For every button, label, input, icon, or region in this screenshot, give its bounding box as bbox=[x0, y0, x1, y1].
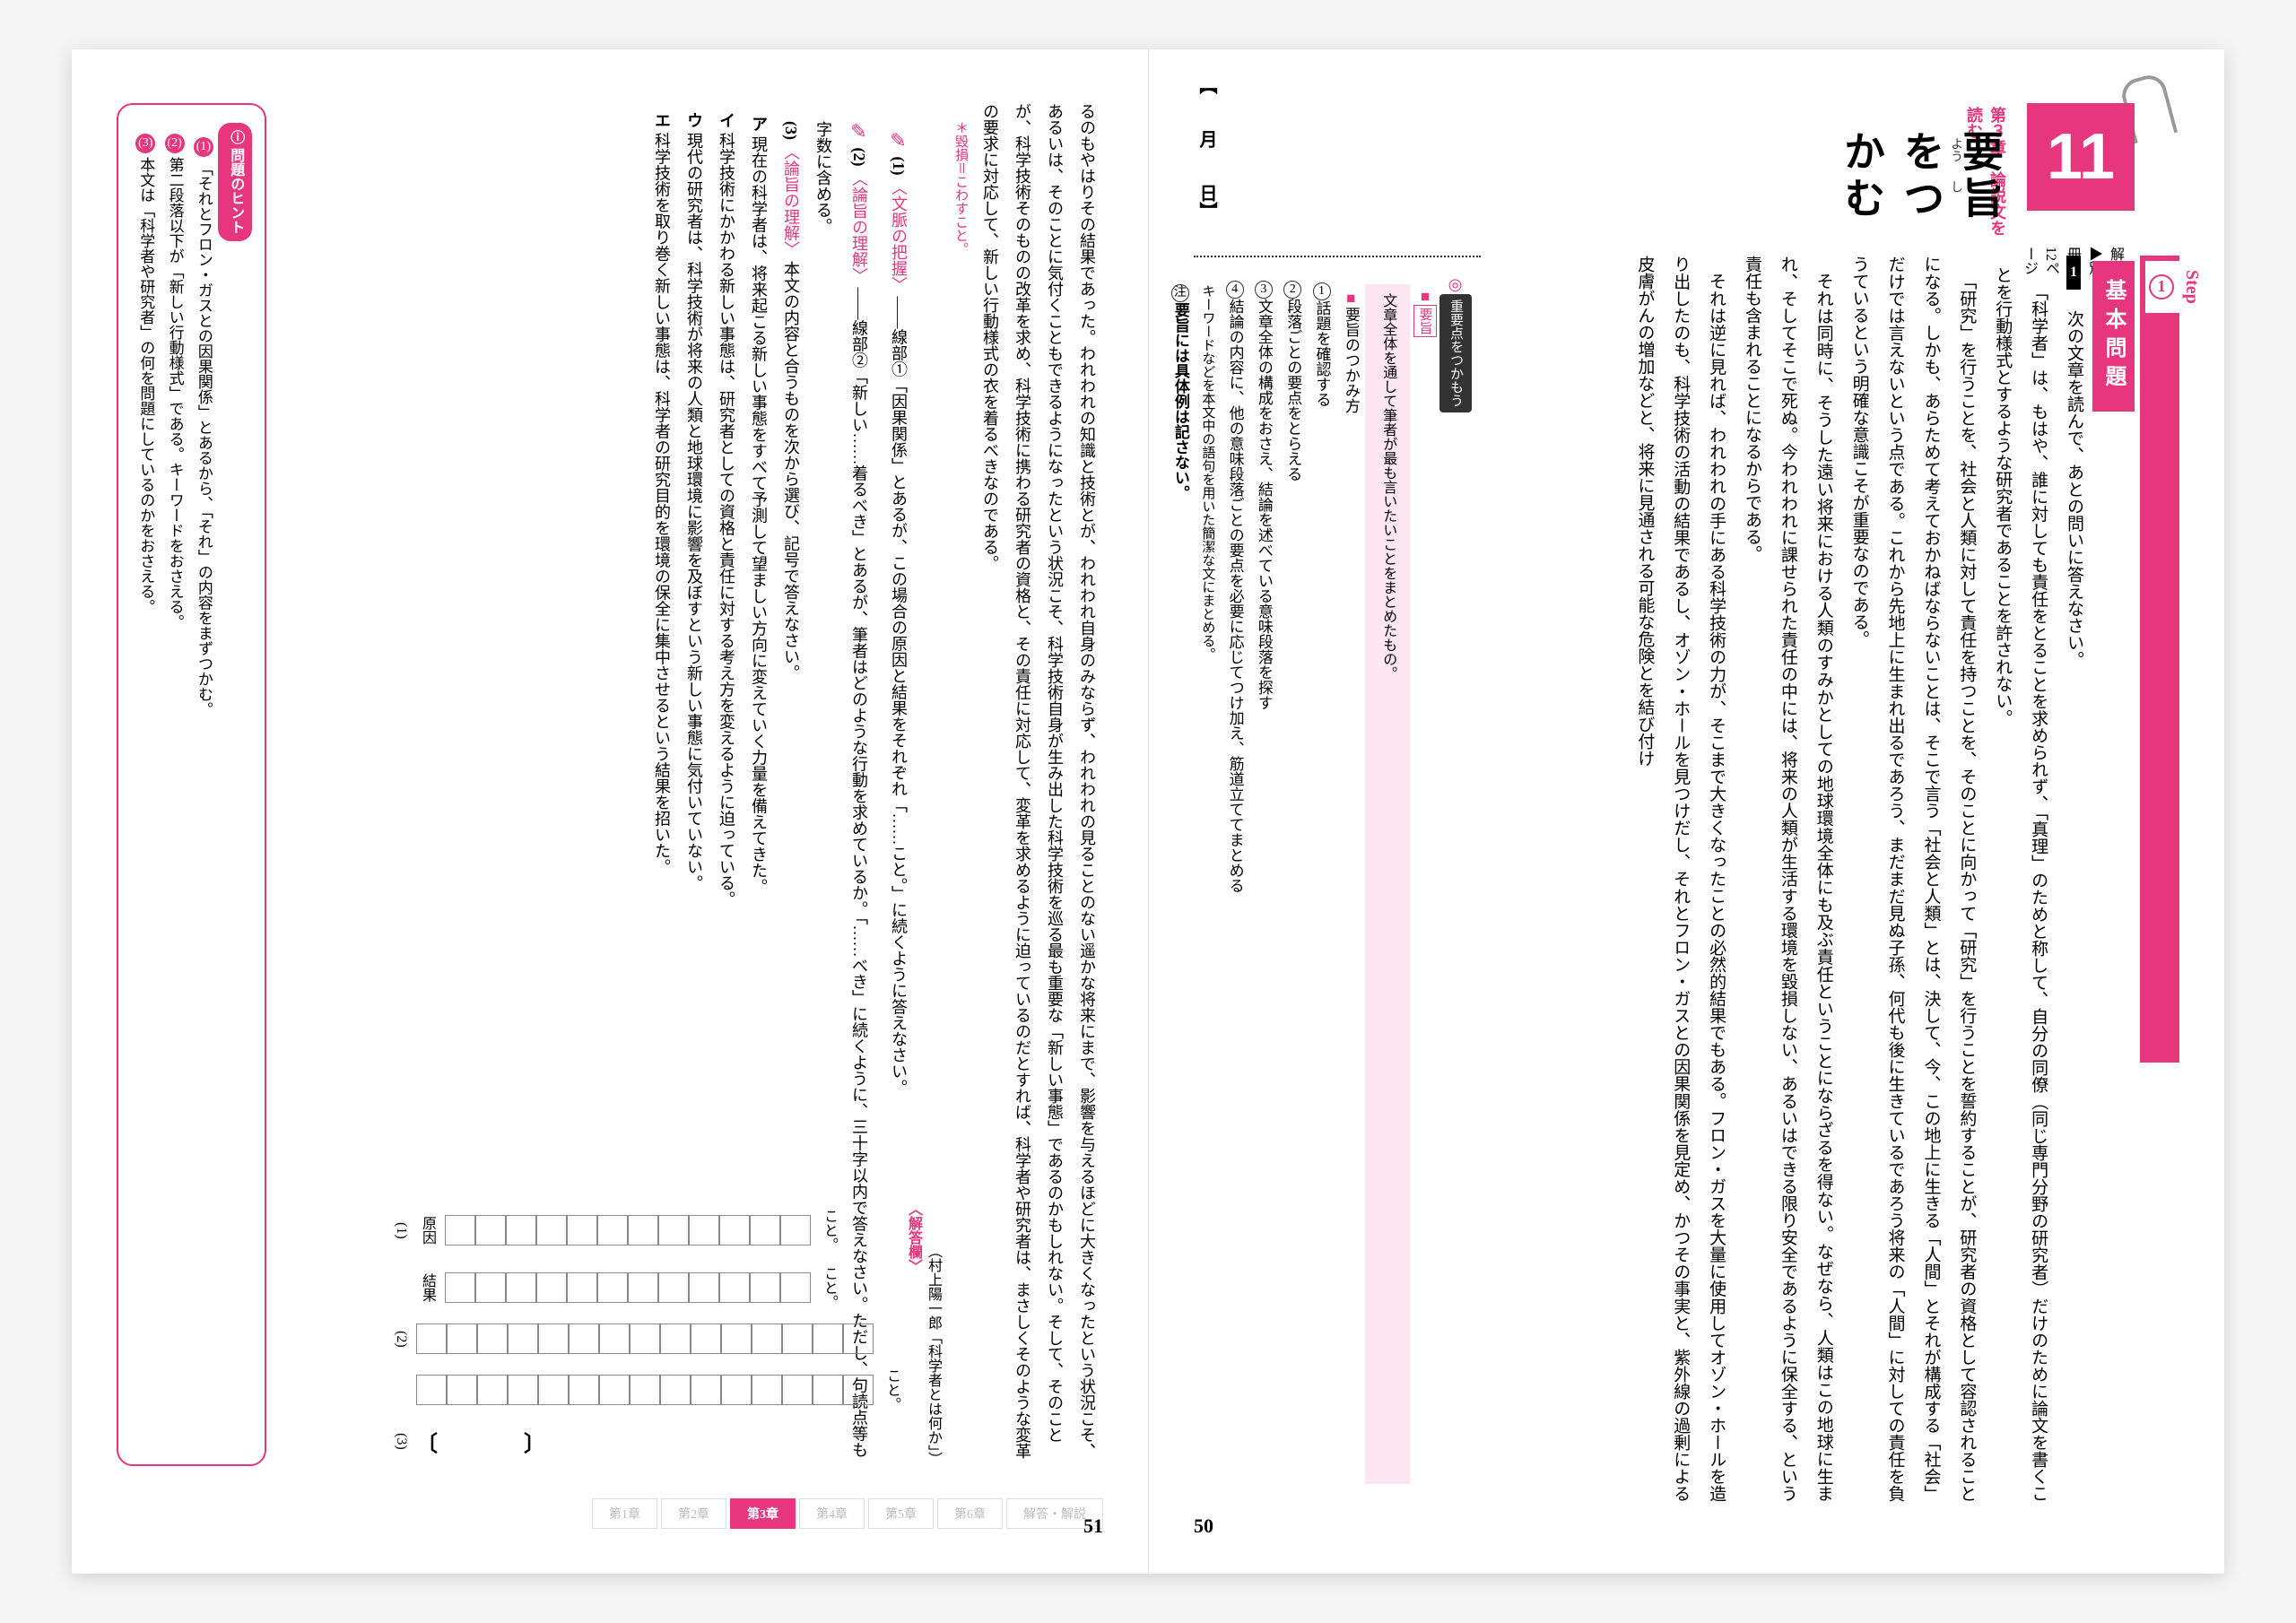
choice-b-label: イ bbox=[718, 112, 735, 128]
q2-head: 〈論旨の理解〉 bbox=[850, 170, 868, 283]
step-1-icon: 1 bbox=[1313, 282, 1331, 300]
sidebar-key-points: ◎重要点をつかもう ■要旨 文章全体を通して筆者が最も言いたいことをまとめたもの… bbox=[1194, 256, 1481, 1502]
info-icon: ⓘ bbox=[228, 130, 243, 148]
step-num: 1 bbox=[2149, 274, 2174, 299]
hint-2: 第二段落以下が「新しい行動様式」である。キーワードをおさえる。 bbox=[167, 157, 184, 629]
q1-label: (1) bbox=[890, 157, 908, 176]
grid-row-2b: こと。 bbox=[387, 1368, 902, 1411]
answer-label: 〈解答欄〉 bbox=[902, 1202, 924, 1457]
cell-grid[interactable] bbox=[416, 1375, 874, 1405]
tab-ch1[interactable]: 第1章 bbox=[592, 1498, 657, 1529]
answer-grid: (1) 原因 こと。 結果 こと。 (2) bbox=[387, 1209, 902, 1457]
chapter-tabs: 第1章 第2章 第3章 第4章 第5章 第6章 解答・解説 bbox=[592, 1498, 1103, 1529]
q3-text: 本文の内容と合うものを次から選び、記号で答えなさい。 bbox=[782, 261, 800, 681]
passage-p3: それは同時に、そうした遠い将来における人類のすみかとしての地球環境全体にも及ぶ責… bbox=[1734, 256, 1841, 1502]
caution: 要旨には具体例は記さない。 bbox=[1172, 302, 1189, 500]
suffix: こと。 bbox=[818, 1209, 839, 1252]
passage-qnum: 1 bbox=[2066, 256, 2081, 290]
choice-c-label: ウ bbox=[685, 112, 703, 128]
page-number-51: 51 bbox=[1083, 1515, 1103, 1538]
choice-a-text: 現在の科学者は、将来起こる新しい事態をすべて予測して望ましい方向に変えていく力量… bbox=[750, 136, 768, 895]
choice-d-label: エ bbox=[653, 112, 671, 128]
choice-b-text: 科学技術にかかわる新しい事態は、研究者としての資格と責任に対する考え方を変えるよ… bbox=[718, 133, 735, 907]
q2-label: (2) bbox=[850, 148, 868, 167]
unit-number: 11 bbox=[2027, 103, 2135, 211]
passage-p2: 「研究」を行うことを、社会と人類に対して責任を持つことを、そのことに向かって「研… bbox=[1841, 256, 1985, 1502]
suffix: こと。 bbox=[881, 1368, 902, 1411]
hint-box: ⓘ 問題のヒント (1) 「それとフロン・ガスとの因果関係」とあるから、「それ」の… bbox=[117, 103, 266, 1466]
page-number-50: 50 bbox=[1194, 1515, 1213, 1538]
passage-instruction: 次の文章を読んで、あとの問いに答えなさい。 bbox=[2065, 310, 2083, 668]
pencil-icon: ✎ bbox=[888, 130, 910, 152]
tab-ch5[interactable]: 第5章 bbox=[868, 1498, 934, 1529]
yoshi-label: 要旨 bbox=[1413, 305, 1437, 337]
step-3-icon: 3 bbox=[1255, 281, 1273, 299]
tab-ch4[interactable]: 第4章 bbox=[799, 1498, 865, 1529]
choice-c-text: 現代の研究者は、科学技術が将来の人類と地球環境に影響を及ぼすという新しい事態に気… bbox=[685, 133, 703, 891]
tsukamikata: 要旨のつかみ方 bbox=[1343, 307, 1360, 413]
bracket-close: 〕 bbox=[524, 1426, 545, 1457]
step-3: 文章全体の構成をおさえ、結論を述べている意味段落を探す bbox=[1256, 299, 1273, 710]
annotation: ＊毀損＝こわすこと。 bbox=[947, 121, 974, 1466]
unit-header: 11 第３章 論説文を読む よう し 要旨をつかむ 解答▶別冊 12ページ bbox=[1490, 85, 2179, 247]
q1-text: ――線部①「因果関係」とあるが、この場合の原因と結果をそれぞれ「……こと。」に続… bbox=[890, 297, 908, 1096]
sidebar-hints: ⓘ 問題のヒント (1) 「それとフロン・ガスとの因果関係」とあるから、「それ」の… bbox=[117, 103, 404, 1466]
step-label: Step bbox=[2181, 270, 2202, 304]
cell-grid[interactable] bbox=[445, 1272, 811, 1303]
step-1: 話題を確認する bbox=[1314, 300, 1331, 407]
page-50: 11 第３章 論説文を読む よう し 要旨をつかむ 解答▶別冊 12ページ 【 … bbox=[1148, 49, 2224, 1574]
page-spread: るのもやはりその結果であった。われわれの知識と技術とが、われわれ自身のみならず、… bbox=[72, 49, 2224, 1574]
tab-ch2[interactable]: 第2章 bbox=[661, 1498, 726, 1529]
grid-row-3: (3) 〔 〕 bbox=[387, 1426, 902, 1457]
hint-3-num: (3) bbox=[135, 134, 155, 153]
passage-p1: 「科学者」は、もはや、誰に対しても責任をとることを求められず、「真理」のためと称… bbox=[1984, 266, 2056, 1502]
page-51: るのもやはりその結果であった。われわれの知識と技術とが、われわれ自身のみならず、… bbox=[72, 49, 1148, 1574]
row1a-label: 原因 bbox=[416, 1216, 438, 1245]
tab-ch6[interactable]: 第6章 bbox=[937, 1498, 1003, 1529]
step-4: 結論の内容に、他の意味段落ごとの要点を必要に応じてつけ加え、筋道立ててまとめる bbox=[1227, 299, 1244, 893]
suffix: こと。 bbox=[818, 1266, 839, 1309]
hint-3: 本文は「科学者や研究者」の何を問題にしているのかをおさえる。 bbox=[137, 157, 154, 614]
row1b-label: 結果 bbox=[416, 1273, 438, 1302]
main-passage: 1 次の文章を読んで、あとの問いに答えなさい。 「科学者」は、もはや、誰に対して… bbox=[1499, 256, 2092, 1502]
step-2-icon: 2 bbox=[1283, 281, 1301, 299]
yoshi-definition: 文章全体を通して筆者が最も言いたいことをまとめたもの。 bbox=[1365, 284, 1410, 1484]
bracket-open: 〔 bbox=[416, 1426, 438, 1457]
q3-head: 〈論旨の理解〉 bbox=[782, 144, 800, 257]
step-4-icon: 4 bbox=[1226, 281, 1244, 299]
q1-head: 〈文脈の把握〉 bbox=[890, 179, 908, 292]
cell-grid[interactable] bbox=[445, 1215, 811, 1245]
hint-1-num: (1) bbox=[194, 137, 213, 157]
grid-row-2a: (2) bbox=[387, 1324, 902, 1354]
date-field[interactable]: 【 月 日】 bbox=[1194, 76, 1220, 220]
step-2: 段落ごとの要点をとらえる bbox=[1284, 299, 1301, 482]
step-bar: Step 1 bbox=[2140, 256, 2179, 1063]
square-icon: ■ bbox=[1417, 288, 1434, 305]
choice-a-label: ア bbox=[750, 116, 768, 132]
unit-title: 要旨をつかむ bbox=[1831, 130, 2009, 247]
square-icon: ■ bbox=[1343, 290, 1360, 307]
q3-label: (3) bbox=[782, 121, 800, 140]
caution-icon: 注 bbox=[1171, 284, 1189, 302]
target-icon: ◎ bbox=[1440, 275, 1471, 294]
pencil-icon: ✎ bbox=[848, 121, 871, 143]
grid-row-1b: 結果 こと。 bbox=[387, 1266, 902, 1309]
answer-section: 〈解答欄〉 (1) 原因 こと。 結果 こと。 bbox=[422, 1202, 924, 1457]
step-note: キーワードなどを本文中の語句を用いた簡潔な文にまとめる。 bbox=[1195, 284, 1221, 1484]
hint-2-num: (2) bbox=[165, 134, 185, 153]
hint-1: 「それとフロン・ガスとの因果関係」とあるから、「それ」の内容をまずつかむ。 bbox=[196, 161, 213, 717]
passage-p4: それは逆に見れば、われわれの手にある科学技術の力が、そこまで大きくなったことの必… bbox=[1626, 256, 1734, 1502]
step-title: 基本問題 bbox=[2092, 261, 2135, 412]
hint-badge: ⓘ 問題のヒント bbox=[218, 123, 252, 241]
passage-p5: るのもやはりその結果であった。われわれの知識と技術とが、われわれ自身のみならず、… bbox=[974, 103, 1103, 1466]
choice-d-text: 科学技術を取り巻く新しい事態は、科学者の研究目的を環境の保全に集中させるという結… bbox=[653, 133, 671, 875]
grid-row-1a: (1) 原因 こと。 bbox=[387, 1209, 902, 1252]
cell-grid[interactable] bbox=[416, 1324, 874, 1354]
key-badge: 重要点をつかもう bbox=[1439, 294, 1473, 412]
tab-ch3[interactable]: 第3章 bbox=[730, 1498, 796, 1529]
